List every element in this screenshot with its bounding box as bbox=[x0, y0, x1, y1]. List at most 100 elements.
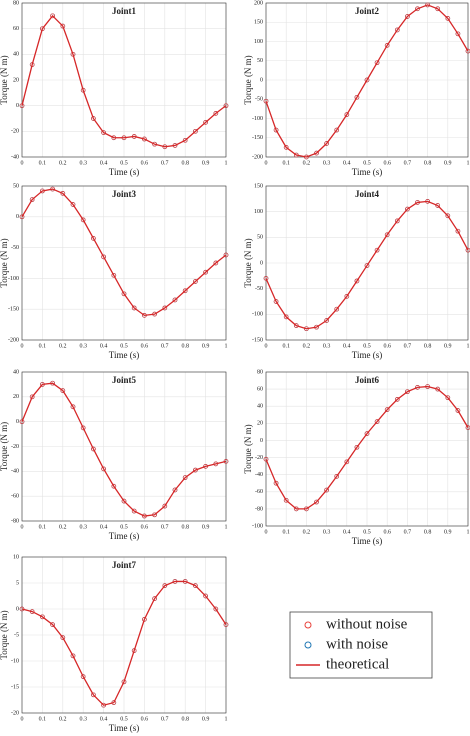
y-tick-label: 100 bbox=[254, 209, 263, 215]
legend-marker bbox=[304, 621, 312, 629]
y-tick-label: 150 bbox=[254, 20, 263, 26]
data-point bbox=[29, 197, 35, 202]
legend-label: theoretical bbox=[326, 656, 389, 672]
x-tick-label: 0.9 bbox=[444, 529, 452, 535]
data-point bbox=[425, 2, 430, 8]
x-tick-label: 0.2 bbox=[303, 160, 311, 166]
data-point bbox=[50, 622, 55, 627]
x-tick-label: 1 bbox=[225, 160, 228, 166]
data-point bbox=[445, 16, 451, 21]
x-tick-label: 0 bbox=[21, 160, 24, 166]
chart-title: Joint5 bbox=[112, 375, 137, 385]
x-axis-label: Time (s) bbox=[352, 536, 382, 546]
data-point bbox=[364, 77, 370, 83]
data-point bbox=[273, 480, 279, 486]
x-tick-label: 0.5 bbox=[120, 343, 128, 349]
data-point bbox=[263, 276, 269, 281]
data-point bbox=[111, 272, 117, 278]
y-tick-label: 20 bbox=[13, 394, 19, 400]
series-line bbox=[21, 188, 227, 317]
data-point bbox=[203, 593, 208, 599]
data-point bbox=[334, 306, 340, 312]
x-tick-label: 0.2 bbox=[303, 343, 311, 349]
y-tick-label: -150 bbox=[252, 337, 263, 343]
x-tick-label: 1 bbox=[225, 716, 228, 722]
x-tick-label: 0 bbox=[21, 524, 24, 530]
y-tick-label: -20 bbox=[11, 129, 19, 135]
data-point bbox=[182, 475, 188, 480]
x-tick-label: 0.1 bbox=[39, 716, 47, 722]
data-point bbox=[223, 252, 229, 258]
x-axis-label: Time (s) bbox=[109, 723, 139, 733]
data-point bbox=[60, 191, 66, 196]
plot-frame bbox=[265, 2, 469, 158]
data-point bbox=[314, 150, 319, 156]
plot-frame bbox=[21, 2, 227, 158]
data-point bbox=[121, 291, 127, 297]
data-point bbox=[70, 202, 76, 207]
y-tick-label: 150 bbox=[254, 183, 263, 189]
x-tick-label: 0.8 bbox=[424, 343, 432, 349]
data-point bbox=[344, 112, 350, 118]
x-tick-label: 1 bbox=[467, 529, 470, 535]
data-point bbox=[19, 214, 25, 220]
series-line bbox=[265, 4, 469, 158]
data-point bbox=[374, 419, 380, 424]
x-tick-label: 0.2 bbox=[59, 343, 67, 349]
data-point bbox=[394, 27, 400, 33]
data-point bbox=[193, 467, 198, 473]
y-axis-label: Torque (N m) bbox=[0, 610, 9, 659]
legend-box bbox=[289, 611, 433, 679]
data-point bbox=[324, 487, 329, 493]
data-point bbox=[374, 60, 380, 66]
data-point bbox=[344, 294, 350, 299]
data-point bbox=[283, 314, 289, 320]
data-point bbox=[172, 487, 178, 493]
legend-marker bbox=[304, 641, 312, 649]
data-point bbox=[263, 456, 269, 462]
y-tick-label: -15 bbox=[11, 684, 19, 690]
data-point bbox=[394, 218, 400, 224]
y-tick-label: 100 bbox=[254, 39, 263, 45]
legend-label: with noise bbox=[326, 636, 388, 652]
x-tick-label: 0.8 bbox=[424, 529, 432, 535]
x-tick-label: 0.2 bbox=[303, 529, 311, 535]
x-tick-label: 0.1 bbox=[282, 160, 290, 166]
y-tick-label: 0 bbox=[16, 214, 19, 220]
data-point bbox=[314, 499, 319, 505]
x-tick-label: 0.3 bbox=[323, 529, 331, 535]
data-point bbox=[354, 94, 360, 100]
data-point bbox=[60, 388, 66, 393]
y-tick-label: -100 bbox=[252, 312, 263, 318]
y-tick-label: 20 bbox=[257, 421, 263, 427]
x-tick-label: 0.4 bbox=[343, 160, 351, 166]
data-point bbox=[455, 408, 461, 413]
data-point bbox=[101, 466, 106, 472]
data-point bbox=[203, 119, 208, 125]
x-tick-label: 0.7 bbox=[161, 716, 169, 722]
data-point bbox=[415, 6, 420, 12]
x-tick-label: 0.9 bbox=[444, 343, 452, 349]
data-point bbox=[213, 606, 219, 612]
x-tick-label: 0.1 bbox=[39, 160, 47, 166]
x-tick-label: 0.2 bbox=[59, 160, 67, 166]
chart-title: Joint4 bbox=[355, 189, 380, 199]
y-tick-label: -10 bbox=[11, 658, 19, 664]
x-tick-label: 0.3 bbox=[79, 160, 87, 166]
y-tick-label: -80 bbox=[11, 518, 19, 524]
x-tick-label: 0.3 bbox=[323, 160, 331, 166]
chart-title: Joint7 bbox=[112, 560, 137, 570]
data-point bbox=[111, 483, 117, 489]
x-tick-label: 0.2 bbox=[59, 524, 67, 530]
y-tick-label: -100 bbox=[252, 523, 263, 529]
y-tick-label: 0 bbox=[16, 606, 19, 612]
x-tick-label: 0.5 bbox=[363, 160, 371, 166]
data-point bbox=[445, 213, 451, 219]
y-tick-label: 80 bbox=[257, 369, 263, 375]
x-tick-label: 0.9 bbox=[202, 160, 210, 166]
data-point bbox=[70, 404, 76, 410]
y-tick-label: -200 bbox=[8, 337, 19, 343]
data-point bbox=[405, 389, 410, 395]
data-point bbox=[324, 318, 329, 323]
data-point bbox=[465, 425, 470, 430]
